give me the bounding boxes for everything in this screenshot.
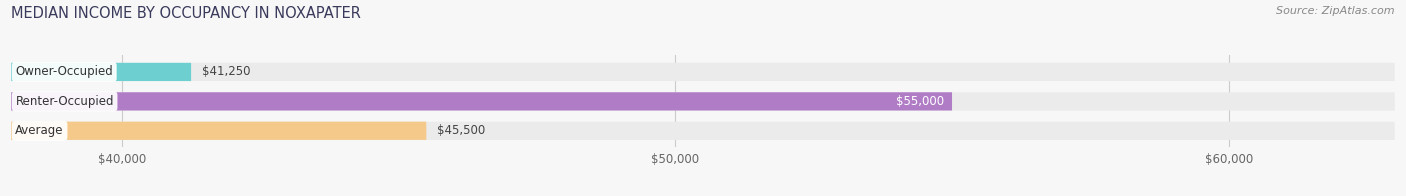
Text: Renter-Occupied: Renter-Occupied [15, 95, 114, 108]
Text: $41,250: $41,250 [202, 65, 250, 78]
FancyBboxPatch shape [11, 63, 1395, 81]
FancyBboxPatch shape [11, 122, 1395, 140]
Text: $55,000: $55,000 [896, 95, 943, 108]
Text: Source: ZipAtlas.com: Source: ZipAtlas.com [1277, 6, 1395, 16]
Text: Average: Average [15, 124, 63, 137]
Text: $45,500: $45,500 [437, 124, 485, 137]
FancyBboxPatch shape [11, 63, 191, 81]
FancyBboxPatch shape [11, 122, 426, 140]
Text: MEDIAN INCOME BY OCCUPANCY IN NOXAPATER: MEDIAN INCOME BY OCCUPANCY IN NOXAPATER [11, 6, 361, 21]
FancyBboxPatch shape [11, 92, 1395, 111]
Text: Owner-Occupied: Owner-Occupied [15, 65, 112, 78]
FancyBboxPatch shape [11, 92, 952, 111]
